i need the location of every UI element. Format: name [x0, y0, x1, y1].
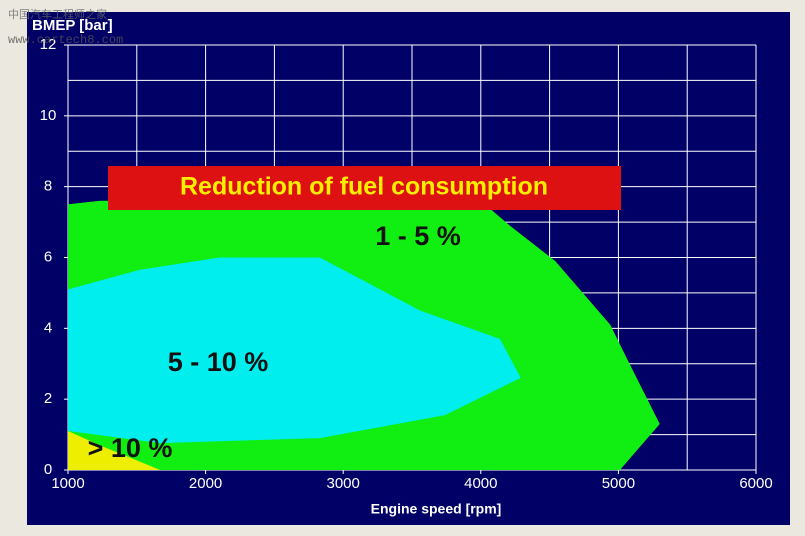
y-tick-label: 2	[44, 390, 52, 407]
plot-area: 1 - 5 % 5 - 10 % > 10 %1000 2000 3000 4000 500…	[40, 36, 773, 492]
x-axis-label: Engine speed [rpm]	[371, 501, 502, 517]
y-tick-label: 12	[40, 36, 57, 53]
y-tick-label: 8	[44, 178, 52, 195]
y-tick-label: 0	[44, 461, 52, 478]
y-tick-label: 10	[40, 107, 57, 124]
region-label: 1 - 5 %	[375, 221, 461, 251]
region-fill	[68, 257, 521, 444]
x-tick-label: 1000	[51, 475, 84, 492]
y-tick-label: 4	[44, 319, 52, 336]
x-tick-label: 3000	[327, 475, 360, 492]
y-tick-label: 6	[44, 248, 52, 265]
chart-title: Reduction of fuel consumption	[180, 173, 548, 201]
region-label: 5 - 10 %	[168, 347, 269, 377]
region-label: > 10 %	[88, 433, 173, 463]
watermark: 中国汽车工程师之家	[8, 7, 107, 21]
region-fill	[68, 431, 161, 470]
y-axis-label: BMEP [bar]	[32, 17, 113, 34]
x-tick-label: 5000	[602, 475, 635, 492]
title-box	[108, 166, 621, 210]
x-tick-label: 6000	[739, 475, 772, 492]
x-tick-label: 2000	[189, 475, 222, 492]
x-tick-label: 4000	[464, 475, 497, 492]
watermark: www.cartech8.com	[8, 33, 123, 47]
